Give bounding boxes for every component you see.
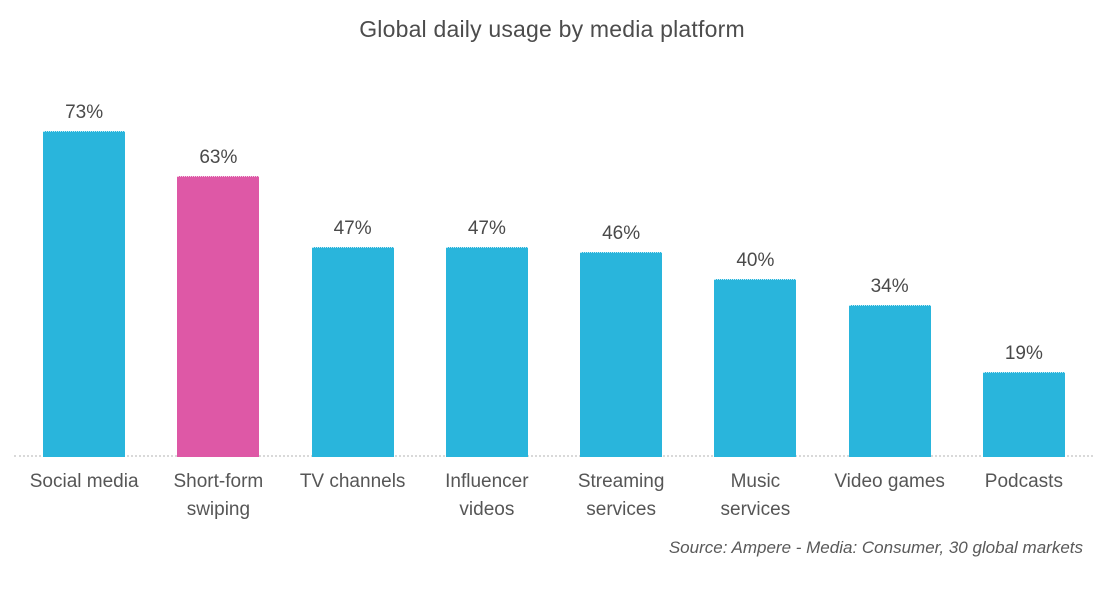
plot-area: 73% 63% 47% 47% 46% 40% 34% 19% xyxy=(17,0,1091,457)
x-axis-baseline xyxy=(14,455,1093,457)
category-label-cell: Short-form swiping xyxy=(151,457,285,524)
value-label: 46% xyxy=(602,223,641,244)
category-label-cell: Music services xyxy=(688,457,822,524)
category-label-cell: Video games xyxy=(823,457,957,496)
bar-column: 34% xyxy=(823,276,957,457)
bar-column: 47% xyxy=(286,218,420,457)
value-label: 63% xyxy=(199,147,238,168)
category-label-cell: Streaming services xyxy=(554,457,688,524)
category-label: Music services xyxy=(720,471,791,520)
category-label: Video games xyxy=(834,471,945,492)
bar xyxy=(43,131,126,457)
bar xyxy=(580,252,663,457)
bar xyxy=(848,305,931,457)
value-label: 73% xyxy=(65,102,104,123)
category-label: TV channels xyxy=(299,471,406,492)
bar-column: 73% xyxy=(17,102,151,457)
category-label: Short-form swiping xyxy=(173,471,264,520)
category-label: Influencer videos xyxy=(445,471,529,520)
bar-column: 47% xyxy=(420,218,554,457)
value-label: 19% xyxy=(1004,343,1043,364)
source-note: Source: Ampere - Media: Consumer, 30 glo… xyxy=(668,538,1083,557)
bar-column: 46% xyxy=(554,223,688,457)
bar xyxy=(311,247,394,457)
category-labels-row: Social media Short-form swiping TV channel… xyxy=(17,457,1091,524)
category-label-cell: Podcasts xyxy=(957,457,1091,496)
bar xyxy=(177,176,260,457)
bar xyxy=(982,372,1065,457)
category-label-cell: Influencer videos xyxy=(420,457,554,524)
category-label: Podcasts xyxy=(984,471,1063,492)
bar-column: 63% xyxy=(151,147,285,457)
category-label: Streaming services xyxy=(577,471,665,520)
bar-column: 40% xyxy=(688,250,822,457)
category-label: Social media xyxy=(29,471,139,492)
chart-title: Global daily usage by media platform xyxy=(359,16,745,42)
category-label-cell: TV channels xyxy=(286,457,420,496)
value-label: 40% xyxy=(736,250,775,271)
bar xyxy=(714,279,797,457)
bar xyxy=(445,247,528,457)
value-label: 34% xyxy=(870,276,909,297)
bar-column: 19% xyxy=(957,343,1091,457)
value-label: 47% xyxy=(467,218,506,239)
value-label: 47% xyxy=(333,218,372,239)
category-label-cell: Social media xyxy=(17,457,151,496)
